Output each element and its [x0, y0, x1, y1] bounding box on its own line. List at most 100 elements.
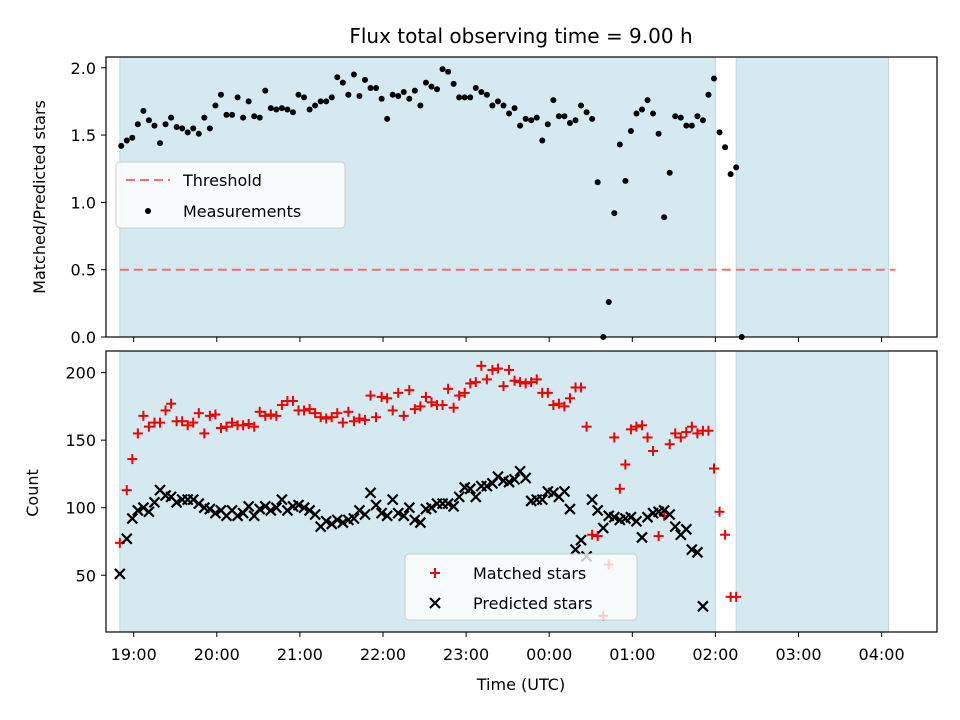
legend-measurements-swatch: [145, 208, 151, 214]
matched-star-point: [376, 391, 387, 402]
matched-star-point: [420, 391, 431, 402]
measurement-point: [550, 97, 557, 104]
predicted-star-point: [320, 515, 332, 527]
predicted-star-point: [597, 522, 609, 534]
predicted-star-x-b: [359, 508, 371, 521]
predicted-star-x-b: [148, 496, 161, 509]
predicted-star-point: [630, 515, 643, 527]
predicted-star-point: [591, 504, 604, 517]
top-axes-frame: [105, 56, 938, 338]
measurement-point: [583, 109, 590, 116]
measurement-point: [378, 95, 385, 102]
measurement-point: [361, 76, 368, 83]
measurement-point: [240, 114, 247, 121]
predicted-star-point: [375, 507, 388, 519]
legend-predicted-swatch: [429, 597, 441, 609]
predicted-star-point: [453, 491, 465, 503]
measurement-point: [323, 98, 330, 105]
measurement-point: [566, 119, 573, 126]
matched-star-point: [709, 463, 720, 474]
measurement-point: [145, 117, 152, 124]
x-axis-label: Time (UTC): [476, 675, 565, 694]
predicted-star-x-b: [126, 512, 139, 525]
matched-star-point: [371, 412, 382, 423]
measurement-point: [373, 84, 380, 91]
predicted-star-x-b: [114, 568, 126, 580]
x-tick-label: 03:00: [775, 645, 821, 664]
matched-star-point: [199, 428, 210, 439]
matched-star-point: [553, 398, 564, 409]
predicted-star-point: [132, 504, 144, 517]
measurement-point: [295, 91, 302, 98]
matched-star-point: [348, 416, 359, 427]
matched-star-point: [559, 401, 570, 412]
predicted-star-point: [126, 512, 139, 525]
matched-star-point: [670, 428, 681, 439]
predicted-star-x-b: [209, 507, 222, 519]
measurement-point: [578, 102, 585, 109]
measurement-point: [616, 141, 623, 148]
measurement-point: [129, 134, 136, 141]
predicted-star-x-b: [597, 522, 609, 534]
measurement-point: [162, 121, 169, 128]
predicted-star-point: [386, 493, 399, 506]
measurement-point: [356, 93, 363, 100]
measurement-point: [234, 94, 241, 101]
y-tick-label: 150: [65, 431, 96, 450]
matched-star-point: [498, 381, 509, 392]
predicted-star-x-b: [265, 504, 277, 517]
measurement-point: [411, 87, 418, 94]
measurement-point: [528, 117, 535, 124]
measurement-point: [483, 91, 490, 98]
y-tick-label: 0.0: [71, 328, 96, 347]
measurement-point: [456, 94, 463, 101]
y-tick-label: 100: [65, 499, 96, 518]
matched-star-point: [387, 405, 398, 416]
matched-star-point: [703, 425, 714, 436]
matched-star-point: [664, 439, 675, 450]
predicted-star-x-b: [586, 493, 598, 506]
predicted-star-point: [381, 510, 393, 522]
matched-star-point: [592, 531, 603, 542]
matched-star-point: [470, 377, 481, 388]
measurement-point: [317, 98, 324, 105]
predicted-star-x-b: [215, 504, 227, 517]
measurement-point: [284, 106, 291, 113]
matched-star-point: [132, 428, 143, 439]
matched-star-point: [138, 410, 149, 421]
x-tick-label: 19:00: [111, 645, 157, 664]
measurement-point: [134, 121, 141, 128]
measurement-point: [672, 113, 679, 120]
measurement-point: [395, 93, 402, 100]
predicted-star-point: [508, 473, 521, 486]
matched-star-point: [326, 412, 337, 423]
bottom-y-axis-label: Count: [23, 469, 42, 517]
top-legend-box: [115, 161, 346, 229]
matched-star-point: [260, 410, 271, 421]
matched-star-point: [465, 378, 476, 389]
legend-predicted-label: Predicted stars: [473, 594, 593, 613]
predicted-star-x-b: [370, 499, 382, 511]
predicted-star-x-b: [159, 489, 172, 502]
measurement-point: [223, 111, 230, 118]
matched-star-point: [642, 432, 653, 443]
predicted-star-point: [348, 512, 360, 525]
matched-star-point: [382, 393, 393, 404]
predicted-star-x-b: [608, 511, 621, 523]
matched-star-point: [437, 400, 448, 411]
predicted-star-point: [481, 480, 493, 492]
y-tick-label: 1.0: [71, 193, 96, 212]
predicted-star-point: [337, 516, 349, 529]
measurement-point: [190, 125, 197, 132]
measurement-point: [450, 80, 457, 87]
predicted-star-x-b: [331, 514, 344, 526]
matched-star-point: [459, 387, 470, 398]
matched-star-point: [681, 427, 692, 438]
measurement-point: [140, 107, 147, 114]
measurement-point: [345, 91, 352, 98]
measurement-point: [733, 164, 740, 171]
predicted-star-x-b: [630, 515, 643, 527]
y-tick-label: 200: [65, 364, 96, 383]
predicted-star-point: [114, 568, 126, 580]
measurement-point: [605, 299, 612, 305]
